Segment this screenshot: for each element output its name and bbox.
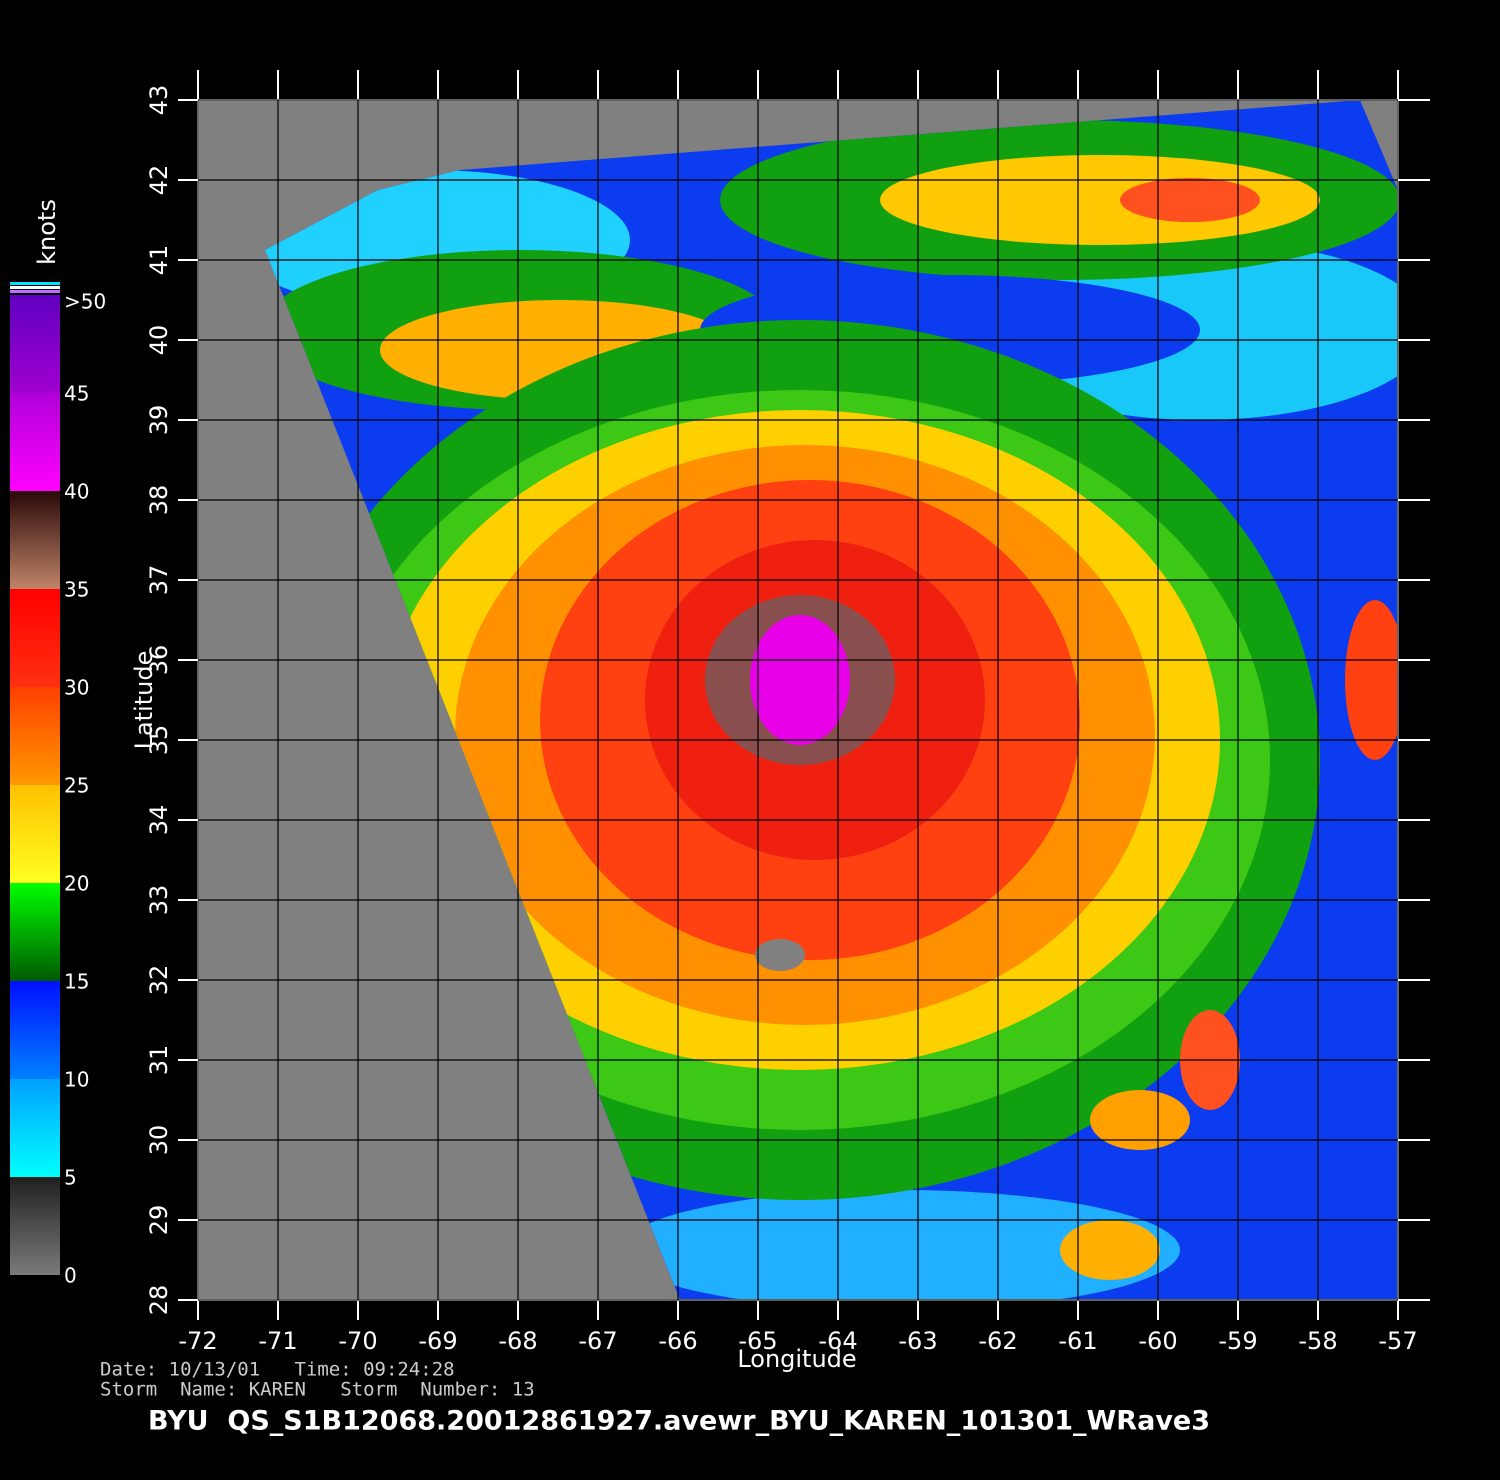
x-tick-label: -69 <box>418 1327 457 1355</box>
x-tick-label: -68 <box>498 1327 537 1355</box>
colorbar-tick-label: 35 <box>64 578 89 602</box>
x-tick-label: -65 <box>738 1327 777 1355</box>
x-tick-label: -67 <box>578 1327 617 1355</box>
y-tick-label: 28 <box>145 1285 173 1316</box>
y-tick-label: 36 <box>145 645 173 676</box>
file-name: BYU QS_S1B12068.20012861927.avewr_BYU_KA… <box>148 1406 1210 1437</box>
colorbar-band <box>10 883 60 981</box>
y-tick-label: 40 <box>145 325 173 356</box>
colorbar-cap <box>10 286 60 289</box>
x-tick-label: -63 <box>898 1327 937 1355</box>
y-tick-label: 31 <box>145 1045 173 1076</box>
colorbar-tick-label: 40 <box>64 480 89 504</box>
x-tick-label: -70 <box>338 1327 377 1355</box>
y-tick-label: 35 <box>145 725 173 756</box>
x-tick-label: -61 <box>1058 1327 1097 1355</box>
colorbar-tick-label: 20 <box>64 872 89 896</box>
colorbar <box>10 282 60 1275</box>
x-axis-label: Longitude <box>737 1345 856 1373</box>
x-tick-label: -71 <box>258 1327 297 1355</box>
y-tick-label: 30 <box>145 1125 173 1156</box>
colorbar-tick-label: 30 <box>64 676 89 700</box>
y-tick-label: 39 <box>145 405 173 436</box>
y-tick-label: 43 <box>145 85 173 116</box>
y-tick-label: 33 <box>145 885 173 916</box>
x-tick-label: -72 <box>178 1327 217 1355</box>
colorbar-label: knots <box>33 199 61 265</box>
colorbar-band <box>10 393 60 491</box>
x-tick-label: -66 <box>658 1327 697 1355</box>
y-tick-label: 38 <box>145 485 173 516</box>
colorbar-band <box>10 295 60 393</box>
colorbar-band <box>10 1079 60 1177</box>
colorbar-tick-label: >50 <box>64 290 106 314</box>
storm-info: Storm Name: KAREN Storm Number: 13 <box>100 1379 535 1401</box>
colorbar-tick-label: 0 <box>64 1264 77 1288</box>
colorbar-tick-label: 15 <box>64 970 89 994</box>
y-tick-label: 42 <box>145 165 173 196</box>
colorbar-tick-label: 45 <box>64 382 89 406</box>
colorbar-band <box>10 981 60 1079</box>
y-tick-label: 37 <box>145 565 173 596</box>
map-field <box>198 100 1398 1300</box>
colorbar-band <box>10 785 60 883</box>
y-tick-label: 34 <box>145 805 173 836</box>
x-tick-label: -60 <box>1138 1327 1177 1355</box>
colorbar-cap <box>10 282 60 285</box>
x-tick-label: -64 <box>818 1327 857 1355</box>
colorbar-tick-label: 10 <box>64 1068 89 1092</box>
colorbar-band <box>10 687 60 785</box>
colorbar-tick-label: 5 <box>64 1166 77 1190</box>
x-tick-label: -59 <box>1218 1327 1257 1355</box>
colorbar-band <box>10 1177 60 1275</box>
x-tick-label: -62 <box>978 1327 1017 1355</box>
colorbar-band <box>10 589 60 687</box>
colorbar-band <box>10 491 60 589</box>
y-tick-label: 29 <box>145 1205 173 1236</box>
date-time: Date: 10/13/01 Time: 09:24:28 <box>100 1359 455 1381</box>
x-tick-label: -57 <box>1378 1327 1417 1355</box>
y-tick-label: 41 <box>145 245 173 276</box>
x-tick-label: -58 <box>1298 1327 1337 1355</box>
colorbar-tick-label: 25 <box>64 774 89 798</box>
y-axis-label: Latitude <box>130 651 158 750</box>
colorbar-cap <box>10 290 60 293</box>
y-tick-label: 32 <box>145 965 173 996</box>
